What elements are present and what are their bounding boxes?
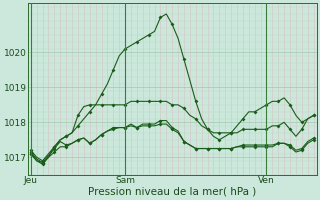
X-axis label: Pression niveau de la mer( hPa ): Pression niveau de la mer( hPa ) [88, 187, 256, 197]
